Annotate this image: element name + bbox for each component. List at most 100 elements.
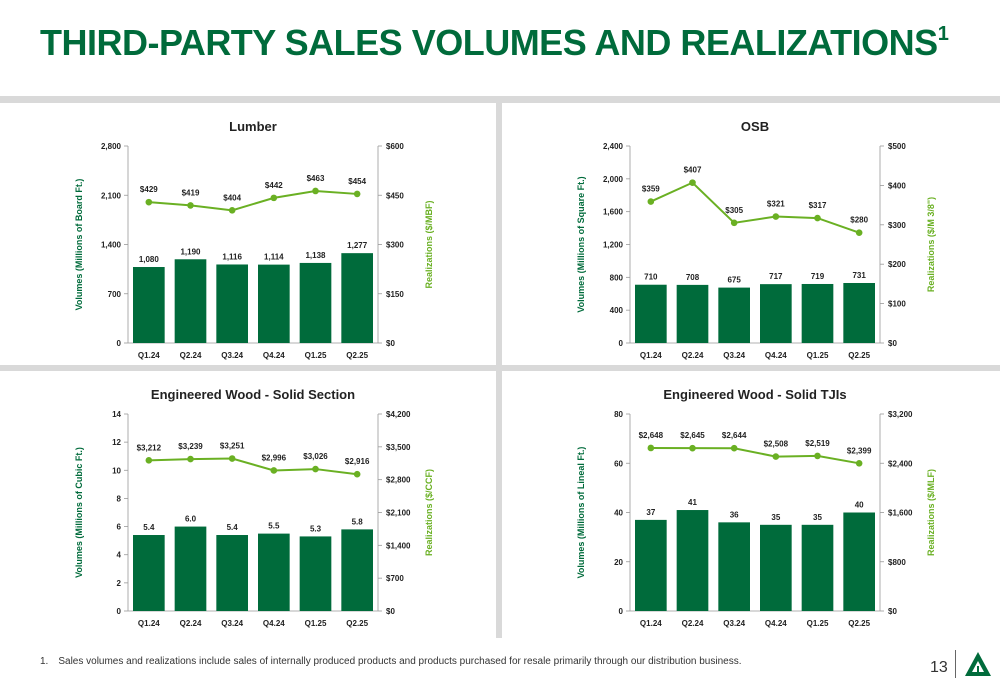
volume-bar (760, 284, 792, 343)
right-tick-label: $0 (386, 339, 395, 348)
volume-bar-label: 5.4 (143, 523, 155, 532)
realization-label: $359 (642, 185, 660, 194)
left-tick-label: 1,200 (603, 241, 624, 250)
volume-bar-label: 1,114 (264, 253, 284, 262)
realization-label: $419 (182, 188, 200, 197)
page-title-text: THIRD-PARTY SALES VOLUMES AND REALIZATIO… (40, 22, 938, 63)
left-tick-label: 0 (619, 607, 624, 616)
volume-bar (760, 524, 792, 611)
realization-point (270, 467, 278, 474)
realization-point (689, 179, 696, 186)
logo-separator (955, 650, 956, 678)
realization-label: $3,239 (178, 442, 203, 451)
realization-label: $305 (725, 206, 743, 215)
x-tick-label: Q1.24 (640, 619, 662, 628)
realization-point (228, 455, 236, 462)
volume-bar (258, 264, 290, 343)
x-tick-label: Q2.25 (848, 351, 870, 360)
chart-panel-osb: OSB 0 400 800 1,200 1,600 2,000 2,400 $0 $100 $200… (502, 104, 996, 366)
realization-point (647, 198, 655, 205)
left-tick-label: 20 (614, 558, 623, 567)
right-tick-label: $600 (386, 142, 404, 151)
realization-point (312, 187, 319, 195)
x-tick-label: Q3.24 (221, 351, 243, 360)
realization-point (353, 190, 361, 198)
volume-bar-label: 5.4 (227, 523, 239, 532)
realization-label: $454 (348, 177, 366, 186)
realization-label: $3,026 (303, 452, 328, 461)
left-tick-label: 10 (112, 466, 121, 475)
realization-line (148, 189, 358, 212)
volume-bar-label: 710 (644, 273, 658, 282)
x-tick-label: Q1.24 (138, 619, 160, 628)
realization-label: $407 (684, 166, 702, 175)
realization-point (353, 470, 361, 478)
realization-label: $3,251 (220, 442, 245, 451)
volume-bar (341, 529, 373, 611)
realization-label: $317 (809, 201, 827, 210)
chart-title: OSB (741, 119, 769, 134)
right-tick-label: $500 (888, 142, 906, 151)
x-tick-label: Q4.24 (765, 351, 787, 360)
volume-bar (635, 519, 667, 611)
x-tick-label: Q2.25 (346, 351, 368, 360)
right-tick-label: $2,100 (386, 509, 411, 518)
realization-point (228, 207, 236, 214)
volume-bar-label: 5.8 (352, 517, 364, 526)
x-tick-label: Q3.24 (723, 351, 745, 360)
realization-label: $280 (850, 216, 868, 225)
left-axis-title: Volumes (Millions of Lineal Ft.) (576, 447, 586, 579)
realization-point (855, 460, 863, 467)
right-tick-label: $2,800 (386, 476, 411, 485)
left-tick-label: 2,400 (603, 142, 624, 151)
left-axis-title: Volumes (Millions of Square Ft.) (576, 176, 586, 312)
realization-point (270, 194, 278, 202)
x-tick-label: Q1.24 (138, 351, 160, 360)
chart-svg: Engineered Wood - Solid TJIs 0 20 40 60 80 $0 $… (576, 387, 936, 628)
volume-bar-label: 731 (852, 271, 866, 280)
left-tick-label: 0 (117, 339, 122, 348)
chart-svg: Engineered Wood - Solid Section 0 2 4 6 8 10 12… (74, 387, 434, 628)
right-tick-label: $200 (888, 260, 906, 269)
volume-bar-label: 708 (686, 273, 700, 282)
right-tick-label: $800 (888, 558, 906, 567)
left-tick-label: 2 (117, 579, 122, 588)
right-tick-label: $2,400 (888, 459, 913, 468)
realization-label: $442 (265, 181, 283, 190)
footnote-number: 1. (40, 656, 49, 667)
volume-bar-label: 35 (813, 513, 822, 522)
x-tick-label: Q4.24 (263, 619, 285, 628)
volume-bar-label: 5.3 (310, 524, 322, 533)
volume-bar (299, 262, 332, 343)
left-tick-label: 2,000 (603, 175, 624, 184)
volume-bar (635, 284, 667, 343)
realization-point (855, 229, 863, 236)
left-tick-label: 0 (619, 339, 624, 348)
volume-bar (801, 524, 834, 611)
left-axis-title: Volumes (Millions of Cubic Ft.) (74, 447, 84, 578)
right-tick-label: $0 (386, 607, 395, 616)
chart-svg: Lumber 0 700 1,400 2,100 2,800 $0 $150 $300 $450 $… (74, 119, 434, 360)
realization-line (650, 181, 860, 234)
realization-label: $3,212 (137, 443, 162, 452)
left-tick-label: 700 (108, 290, 122, 299)
left-tick-label: 2,100 (101, 191, 122, 200)
x-tick-label: Q1.25 (305, 619, 327, 628)
chart-title: Engineered Wood - Solid TJIs (663, 387, 846, 402)
chart-title: Engineered Wood - Solid Section (151, 387, 355, 402)
footnote-text: Sales volumes and realizations include s… (58, 656, 742, 667)
left-tick-label: 800 (610, 273, 624, 282)
right-axis-title: Realizations ($/M 3/8") (926, 197, 936, 292)
volume-bar (174, 526, 207, 611)
realization-point (312, 465, 319, 473)
volume-bar (676, 510, 709, 611)
right-tick-label: $300 (888, 221, 906, 230)
left-tick-label: 2,800 (101, 142, 122, 151)
volume-bar (718, 287, 750, 343)
right-tick-label: $1,400 (386, 541, 411, 550)
x-tick-label: Q2.24 (682, 351, 704, 360)
realization-label: $2,644 (722, 431, 747, 440)
chart-svg: OSB 0 400 800 1,200 1,600 2,000 2,400 $0 $100 $200… (576, 119, 936, 360)
left-tick-label: 14 (112, 410, 121, 419)
x-tick-label: Q1.24 (640, 351, 662, 360)
